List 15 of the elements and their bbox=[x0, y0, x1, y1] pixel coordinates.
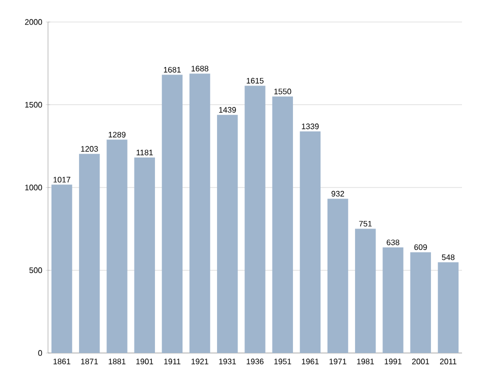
bar bbox=[79, 154, 100, 353]
bar bbox=[355, 228, 376, 353]
bar bbox=[327, 198, 348, 353]
bar bbox=[106, 140, 128, 353]
bar bbox=[244, 86, 266, 353]
bar bbox=[300, 131, 321, 353]
bar bbox=[51, 184, 72, 353]
bar bbox=[162, 74, 183, 353]
bar bbox=[272, 96, 293, 353]
bar bbox=[217, 114, 238, 353]
bar bbox=[134, 158, 155, 353]
bar bbox=[438, 262, 459, 353]
bar bbox=[382, 247, 404, 353]
bar bbox=[189, 74, 210, 353]
bar bbox=[410, 252, 431, 353]
